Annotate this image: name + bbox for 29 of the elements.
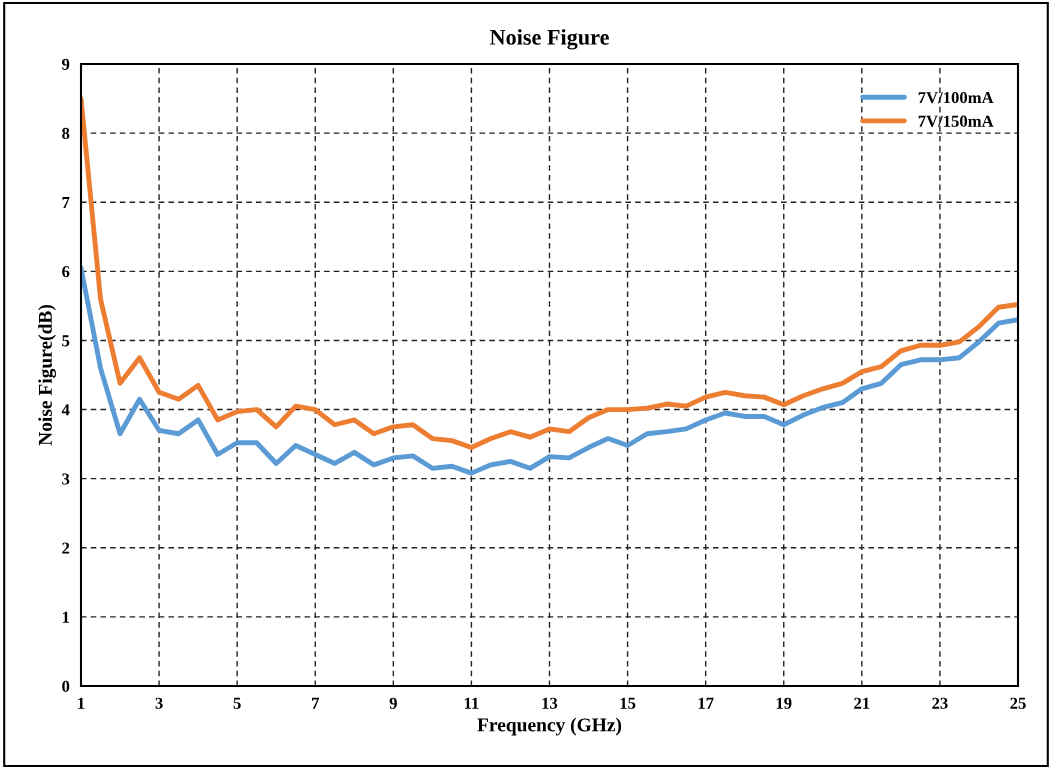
x-tick-label: 11 [464, 697, 479, 709]
x-tick-label: 25 [1010, 697, 1026, 709]
y-tick-label: 7 [62, 197, 70, 208]
line-series [81, 265, 1018, 476]
x-tick-label: 23 [932, 697, 948, 709]
x-tick-label: 19 [776, 697, 792, 709]
y-tick-label: 4 [61, 404, 70, 416]
x-tick-label: 5 [233, 697, 241, 709]
x-tick-label: 17 [698, 697, 714, 709]
x-tick-label: 1 [78, 697, 85, 709]
legend-label: 7V/100mA [918, 92, 994, 104]
y-tick-label: 1 [62, 611, 70, 623]
x-axis-title: Frequency (GHz) [477, 717, 622, 736]
y-axis-title: Noise Figure(dB) [38, 305, 56, 446]
y-tick-label: 5 [62, 335, 70, 347]
y-tick-label: 9 [62, 58, 70, 70]
x-tick-label: 15 [620, 697, 636, 709]
chart-title: Noise Figure [489, 29, 609, 50]
y-tick-label: 8 [62, 127, 70, 140]
y-tick-label: 2 [62, 542, 70, 554]
x-tick-label: 13 [542, 697, 558, 709]
y-tick-label: 6 [62, 266, 70, 278]
x-tick-label: 7 [312, 697, 320, 709]
x-tick-label: 21 [854, 697, 870, 709]
legend-label: 7V/150mA [918, 115, 994, 127]
y-tick-label: 3 [62, 473, 70, 485]
x-tick-label: 9 [389, 697, 397, 709]
y-tick-label: 0 [62, 680, 70, 692]
x-tick-label: 3 [155, 697, 163, 709]
